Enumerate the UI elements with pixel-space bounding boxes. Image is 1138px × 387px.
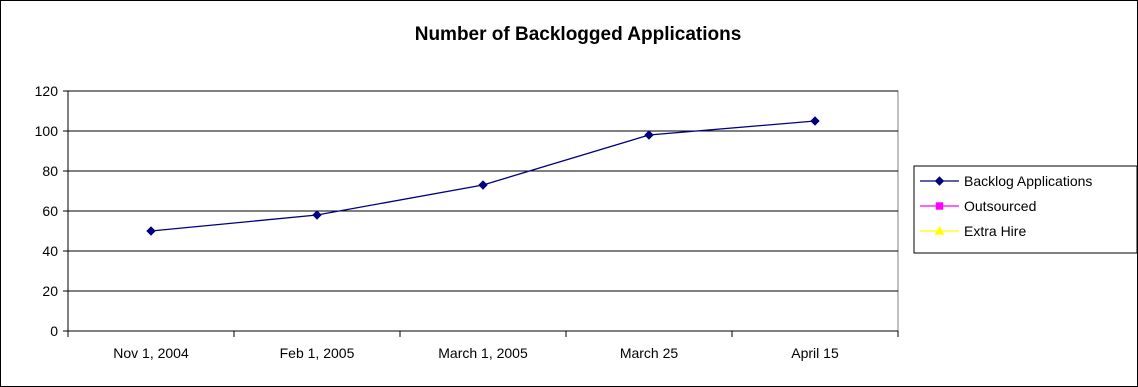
data-point — [810, 116, 820, 126]
chart-title: Number of Backlogged Applications — [415, 24, 742, 45]
data-point — [312, 210, 322, 220]
legend-label: Outsourced — [964, 198, 1036, 214]
x-tick-label: March 25 — [620, 345, 679, 361]
y-tick-label: 40 — [42, 243, 58, 259]
y-tick-label: 120 — [35, 83, 59, 99]
data-point — [644, 130, 654, 140]
x-tick-label: April 15 — [791, 345, 839, 361]
legend-label: Extra Hire — [964, 223, 1026, 239]
x-tick-label: Nov 1, 2004 — [113, 345, 189, 361]
x-tick-label: March 1, 2005 — [438, 345, 528, 361]
y-tick-label: 20 — [42, 283, 58, 299]
y-tick-label: 0 — [50, 323, 58, 339]
plot-area: 0 20 40 60 80 100 120 Nov 1, 2004 Feb 1, 2005 Mar… — [35, 83, 899, 361]
legend-marker-2 — [934, 225, 945, 235]
y-tick-label: 60 — [42, 203, 58, 219]
legend-label: Backlog Applications — [964, 173, 1092, 189]
legend-marker-0 — [934, 176, 945, 186]
y-tick-label: 80 — [42, 163, 58, 179]
data-point — [478, 180, 488, 190]
legend-marker-1 — [935, 202, 944, 210]
y-tick-label: 100 — [35, 123, 59, 139]
legend: Backlog Applications Outsourced Extra Hire — [913, 165, 1138, 254]
x-tick-label: Feb 1, 2005 — [280, 345, 355, 361]
data-point — [146, 226, 156, 236]
